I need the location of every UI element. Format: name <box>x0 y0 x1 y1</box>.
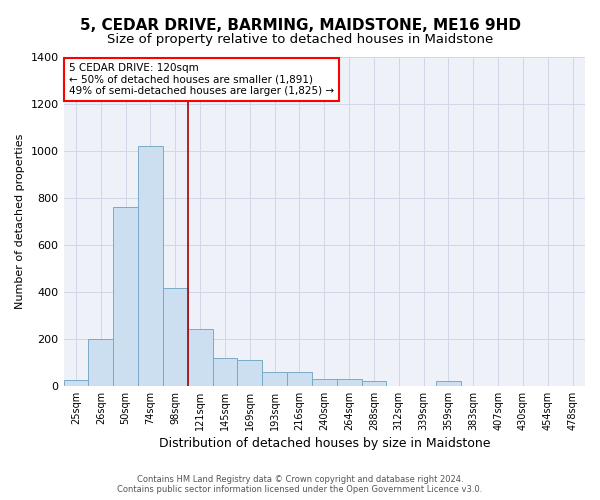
Y-axis label: Number of detached properties: Number of detached properties <box>15 134 25 309</box>
Bar <box>88 339 113 386</box>
Bar <box>138 146 163 386</box>
Bar <box>312 379 337 386</box>
Bar <box>337 379 362 386</box>
Bar <box>287 372 312 386</box>
Text: 5, CEDAR DRIVE, BARMING, MAIDSTONE, ME16 9HD: 5, CEDAR DRIVE, BARMING, MAIDSTONE, ME16… <box>79 18 521 32</box>
Bar <box>212 358 238 386</box>
Text: 5 CEDAR DRIVE: 120sqm
← 50% of detached houses are smaller (1,891)
49% of semi-d: 5 CEDAR DRIVE: 120sqm ← 50% of detached … <box>69 63 334 96</box>
Bar <box>436 381 461 386</box>
Text: Size of property relative to detached houses in Maidstone: Size of property relative to detached ho… <box>107 32 493 46</box>
Text: Contains HM Land Registry data © Crown copyright and database right 2024.
Contai: Contains HM Land Registry data © Crown c… <box>118 474 482 494</box>
Bar <box>163 288 188 386</box>
Bar <box>362 381 386 386</box>
Bar <box>64 380 88 386</box>
Bar <box>188 330 212 386</box>
Bar <box>262 372 287 386</box>
Bar <box>113 207 138 386</box>
Bar <box>238 360 262 386</box>
X-axis label: Distribution of detached houses by size in Maidstone: Distribution of detached houses by size … <box>158 437 490 450</box>
